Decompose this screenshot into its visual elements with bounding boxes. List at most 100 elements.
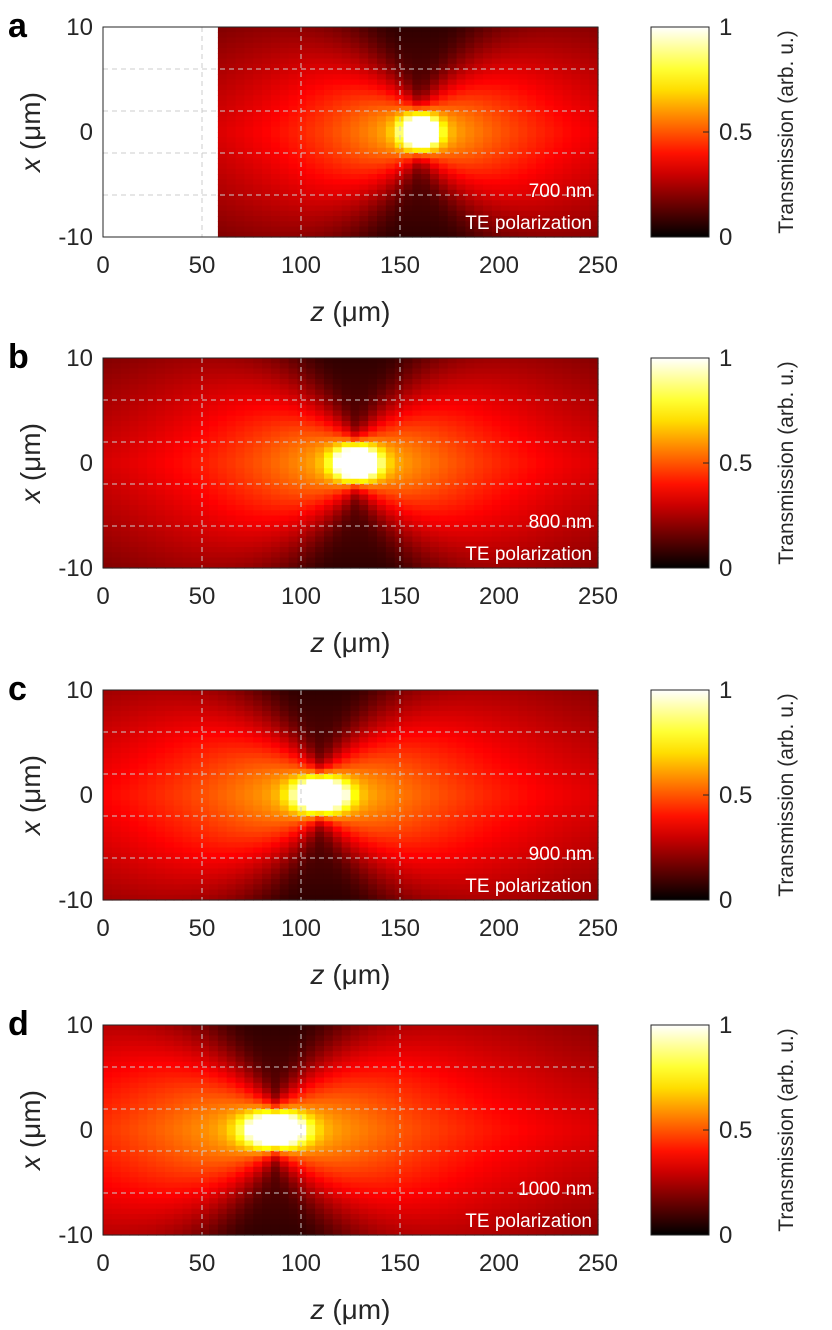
- heatmap-cell: [270, 789, 281, 796]
- heatmap-cell: [262, 526, 272, 532]
- heatmap-cell: [253, 421, 263, 427]
- heatmap-cell: [359, 90, 369, 96]
- heatmap-cell: [544, 541, 555, 548]
- heatmap-cell: [394, 505, 405, 511]
- heatmap-cell: [394, 179, 405, 186]
- heatmap-cell: [403, 69, 413, 75]
- heatmap-cell: [544, 426, 555, 433]
- heatmap-cell: [438, 515, 449, 522]
- heatmap-cell: [156, 400, 166, 406]
- heatmap-cell: [509, 200, 520, 207]
- heatmap-cell: [200, 795, 210, 801]
- heatmap-cell: [226, 436, 237, 443]
- heatmap-cell: [491, 452, 502, 459]
- heatmap-cell: [129, 389, 139, 396]
- heatmap-cell: [430, 48, 440, 54]
- heatmap-cell: [323, 95, 334, 102]
- heatmap-cell: [323, 200, 334, 207]
- heatmap-cell: [217, 42, 228, 49]
- heatmap-cell: [279, 132, 290, 138]
- heatmap-cell: [209, 763, 219, 770]
- heatmap-cell: [253, 27, 263, 33]
- heatmap-cell: [315, 132, 325, 138]
- heatmap-cell: [209, 379, 219, 385]
- heatmap-cell: [562, 27, 573, 33]
- heatmap-cell: [226, 847, 237, 854]
- heatmap-cell: [103, 515, 113, 522]
- heatmap-cell: [235, 463, 246, 469]
- heatmap-cell: [315, 463, 325, 469]
- heatmap-cell: [103, 400, 113, 406]
- heatmap-cell: [270, 400, 281, 406]
- heatmap-cell: [288, 105, 299, 112]
- heatmap-cell: [200, 431, 210, 438]
- heatmap-cell: [138, 737, 148, 744]
- heatmap-cell: [235, 884, 246, 891]
- heatmap-cell: [465, 74, 475, 81]
- heatmap-cell: [262, 826, 272, 833]
- heatmap-cell: [217, 884, 228, 891]
- heatmap-cell: [483, 541, 493, 548]
- heatmap-cell: [430, 221, 440, 228]
- heatmap-cell: [235, 205, 246, 212]
- heatmap-cell: [226, 48, 237, 54]
- heatmap-cell: [377, 121, 387, 128]
- heatmap-cell: [244, 557, 254, 564]
- heatmap-cell: [438, 221, 449, 228]
- heatmap-cell: [200, 468, 210, 475]
- heatmap-cell: [270, 858, 281, 864]
- heatmap-cell: [182, 732, 192, 738]
- heatmap-cell: [182, 774, 192, 780]
- heatmap-cell: [447, 111, 458, 117]
- heatmap-cell: [403, 505, 413, 511]
- heatmap-cell: [279, 363, 290, 370]
- heatmap-cell: [589, 32, 599, 39]
- heatmap-cell: [103, 552, 113, 559]
- heatmap-cell: [235, 784, 246, 791]
- heatmap-cell: [217, 84, 228, 91]
- heatmap-cell: [217, 747, 228, 754]
- heatmap-cell: [332, 90, 343, 96]
- heatmap-cell: [491, 142, 502, 149]
- heatmap-cell: [306, 700, 316, 707]
- heatmap-cell: [270, 226, 281, 233]
- heatmap-cell: [544, 179, 555, 186]
- heatmap-cell: [438, 111, 449, 117]
- heatmap-cell: [111, 515, 122, 522]
- heatmap-cell: [518, 457, 528, 464]
- heatmap-cell: [315, 421, 325, 427]
- heatmap-cell: [226, 737, 237, 744]
- heatmap-cell: [456, 520, 467, 527]
- heatmap-cell: [518, 531, 528, 538]
- heatmap-cell: [306, 457, 316, 464]
- heatmap-cell: [562, 69, 573, 75]
- heatmap-cell: [456, 384, 467, 391]
- heatmap-cell: [306, 473, 316, 480]
- heatmap-cell: [120, 784, 131, 791]
- heatmap-cell: [589, 58, 599, 65]
- heatmap-cell: [164, 753, 175, 759]
- heatmap-cell: [138, 868, 148, 875]
- heatmap-cell: [465, 27, 475, 33]
- heatmap-cell: [385, 358, 396, 364]
- heatmap-cell: [394, 463, 405, 469]
- heatmap-cell: [500, 562, 511, 569]
- heatmap-cell: [217, 737, 228, 744]
- heatmap-cell: [377, 153, 387, 159]
- heatmap-cell: [111, 410, 122, 417]
- heatmap-cell: [147, 415, 157, 422]
- heatmap-cell: [270, 452, 281, 459]
- heatmap-cell: [456, 389, 467, 396]
- heatmap-cell: [368, 132, 378, 138]
- heatmap-cell: [562, 111, 573, 117]
- heatmap-cell: [156, 452, 166, 459]
- heatmap-cell: [235, 32, 246, 39]
- heatmap-cell: [323, 74, 334, 81]
- heatmap-cell: [580, 53, 590, 60]
- heatmap-cell: [244, 431, 254, 438]
- heatmap-cell: [235, 695, 246, 702]
- heatmap-cell: [279, 452, 290, 459]
- heatmap-cell: [368, 53, 378, 60]
- heatmap-cell: [262, 721, 272, 728]
- heatmap-cell: [164, 695, 175, 702]
